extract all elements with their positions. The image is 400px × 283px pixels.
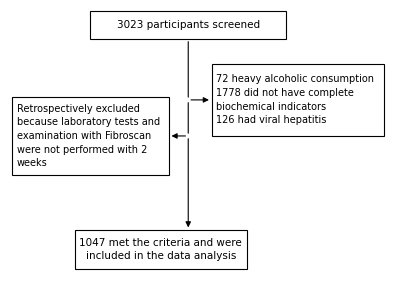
FancyBboxPatch shape <box>212 64 384 136</box>
Text: 3023 participants screened: 3023 participants screened <box>117 20 260 30</box>
FancyBboxPatch shape <box>90 11 286 39</box>
FancyBboxPatch shape <box>12 97 169 175</box>
Text: Retrospectively excluded
because laboratory tests and
examination with Fibroscan: Retrospectively excluded because laborat… <box>16 104 160 168</box>
Text: 72 heavy alcoholic consumption
1778 did not have complete
biochemical indicators: 72 heavy alcoholic consumption 1778 did … <box>216 74 374 125</box>
FancyBboxPatch shape <box>74 230 247 269</box>
Text: 1047 met the criteria and were
included in the data analysis: 1047 met the criteria and were included … <box>80 238 242 261</box>
